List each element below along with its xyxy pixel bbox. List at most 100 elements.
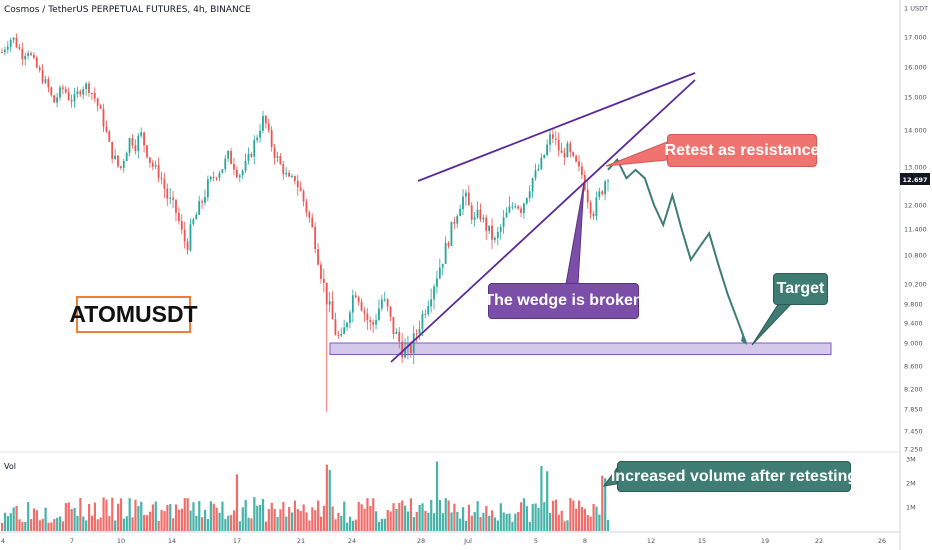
candle [401,332,404,363]
volume-bar [459,518,462,531]
candle [485,214,488,240]
candle [230,147,232,165]
volume-bar [525,506,529,531]
candle [41,64,44,85]
volume-bar [192,502,195,531]
candle [322,268,325,293]
volume-bar [363,508,366,531]
candle [285,167,288,177]
candle [85,81,87,96]
candle [180,214,183,235]
candle [595,191,598,221]
candle [204,189,206,206]
volume-bar [93,502,96,531]
volume-bar [346,522,349,531]
volume-bar [377,521,381,531]
candle [221,168,224,174]
y-tick-label: 10.200 [904,281,927,289]
volume-bar [232,510,236,531]
volume-bar [218,512,221,531]
volume-bar [528,521,531,531]
projection-path [607,157,747,344]
candle [354,291,357,299]
candle [360,298,363,312]
x-tick-label: 26 [878,537,886,545]
volume-bar [406,511,410,531]
volume-tick-label: 1M [906,504,916,512]
svg-text:12.697: 12.697 [902,176,927,184]
candle [511,202,514,210]
candle [21,42,24,66]
volume-bar [183,498,186,531]
volume-bar [293,500,297,531]
volume-bar [172,518,175,531]
volume-bar [119,498,123,531]
volume-bar [224,519,227,531]
volume-bar [424,510,427,531]
volume-bar [85,520,88,531]
volume-bar [482,512,485,531]
volume-bar [90,515,94,531]
volume-bar [189,510,192,531]
volume-bar [464,520,468,531]
candle [131,134,134,149]
candle [563,147,566,166]
candle [572,151,575,158]
volume-bar [401,500,404,531]
candle [375,313,377,330]
wedge-upper-line [417,72,696,182]
candle [566,141,569,158]
candle [3,46,6,56]
retest-callout: Retest as resistance [665,134,819,167]
x-tick-label: 14 [168,537,176,545]
volume-bar [331,506,334,531]
volume-bar [241,507,244,531]
candle [12,37,15,44]
candle [311,213,314,228]
candle [343,319,346,335]
last-price-tag: 12.697 [900,173,930,185]
volume-bar [235,474,239,531]
x-tick-label: 28 [417,537,425,545]
candle [186,238,189,255]
volume-tick-label: 3M [906,456,916,464]
chart-title: Cosmos / TetherUS PERPETUAL FUTURES, 4h,… [4,5,251,15]
candle [201,199,203,209]
volume-bar [250,518,253,531]
candle [465,189,467,206]
volume-bar [546,471,549,531]
candle [453,216,456,229]
candle [383,291,386,302]
candle [436,270,438,294]
wedge-lower-line [390,79,696,363]
candle [157,157,160,183]
volume-bar [157,520,160,531]
candle [557,132,560,157]
candle [253,135,256,165]
volume-bar [438,499,442,531]
volume-bar [435,461,439,531]
candle [88,81,90,97]
candle [233,158,235,175]
candle [73,87,76,108]
volume-bar [96,519,99,531]
y-tick-label: 10.800 [904,252,927,260]
candle [38,65,41,73]
candle [363,307,366,323]
volume-bar [578,500,581,531]
volume-bar [64,503,67,531]
candle [282,161,285,180]
volume-bar [247,517,250,531]
volume-bar [180,508,183,531]
candle [380,295,383,311]
volume-bar [61,521,65,531]
volume-bar [1,522,4,531]
candle [108,130,111,143]
candle [328,291,331,313]
candle [378,299,380,322]
candle [267,118,270,133]
candle [523,202,525,219]
volume-bar [134,499,137,531]
volume-bar [317,500,320,531]
candle [24,52,27,66]
